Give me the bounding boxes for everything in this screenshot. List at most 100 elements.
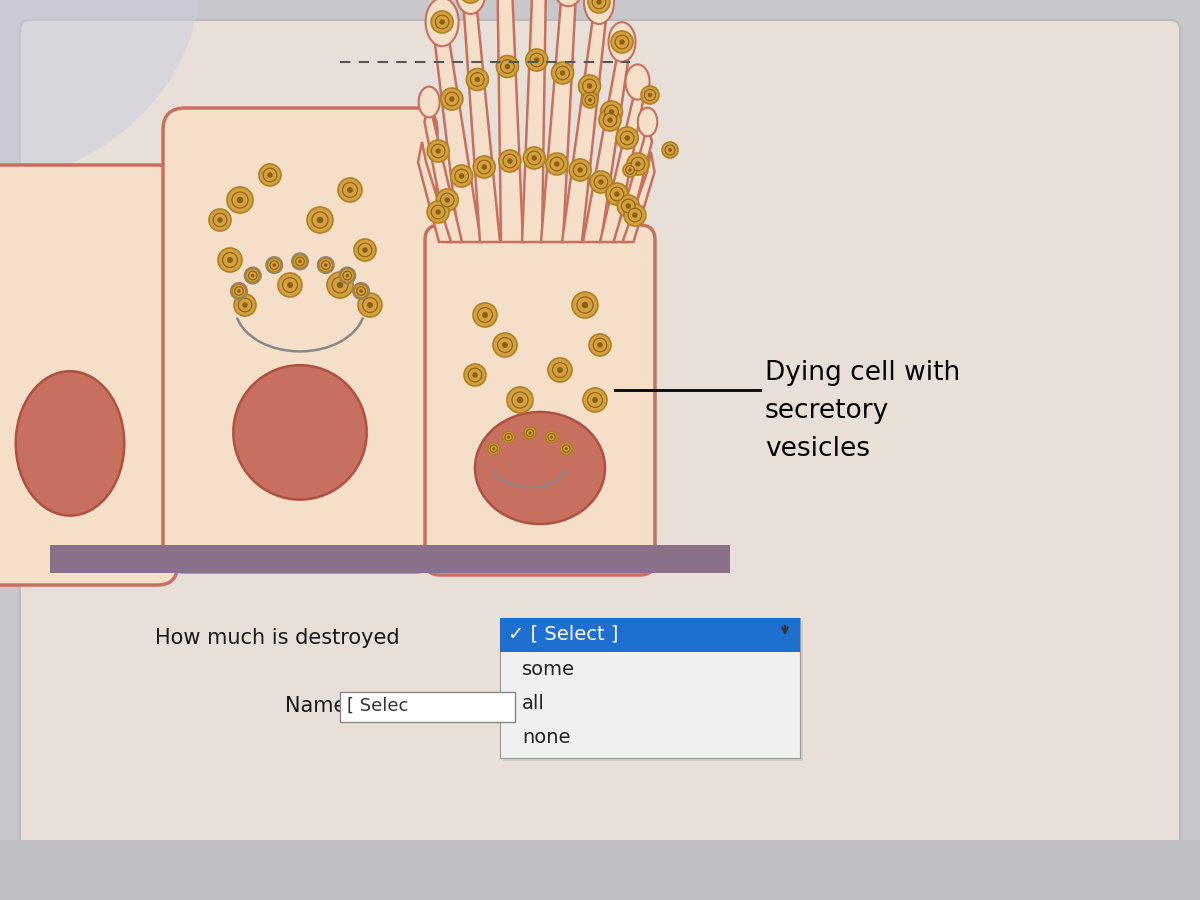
Circle shape (577, 167, 583, 173)
Circle shape (343, 271, 352, 280)
FancyBboxPatch shape (500, 618, 800, 652)
Circle shape (248, 271, 257, 280)
Circle shape (631, 158, 644, 171)
Circle shape (523, 147, 545, 169)
Circle shape (620, 131, 634, 145)
Circle shape (437, 189, 458, 211)
Ellipse shape (638, 108, 658, 136)
Circle shape (259, 164, 281, 186)
Circle shape (578, 75, 600, 97)
Circle shape (534, 58, 540, 63)
Circle shape (499, 150, 521, 172)
Circle shape (342, 183, 358, 197)
Circle shape (583, 388, 607, 412)
Text: How much is destroyed: How much is destroyed (155, 628, 400, 648)
Circle shape (427, 140, 449, 162)
Circle shape (596, 0, 601, 4)
Circle shape (587, 84, 593, 89)
Circle shape (287, 282, 293, 288)
Ellipse shape (233, 365, 367, 500)
Circle shape (492, 447, 496, 450)
Circle shape (552, 363, 568, 377)
Circle shape (588, 98, 592, 102)
Circle shape (436, 15, 449, 29)
Circle shape (473, 303, 497, 327)
Circle shape (569, 159, 592, 181)
Circle shape (604, 113, 617, 127)
Circle shape (505, 64, 510, 69)
Circle shape (246, 268, 259, 283)
Circle shape (312, 212, 328, 228)
Circle shape (263, 168, 277, 182)
Circle shape (546, 153, 568, 175)
Polygon shape (613, 122, 652, 242)
Circle shape (427, 201, 449, 223)
Circle shape (552, 62, 574, 84)
Circle shape (293, 255, 307, 268)
Circle shape (632, 212, 637, 218)
Circle shape (299, 259, 301, 263)
Polygon shape (522, 0, 546, 242)
Circle shape (498, 338, 512, 353)
Circle shape (358, 293, 382, 317)
Circle shape (436, 210, 440, 215)
Circle shape (473, 373, 478, 378)
Ellipse shape (625, 65, 649, 100)
Circle shape (594, 176, 608, 189)
Circle shape (367, 302, 373, 308)
Circle shape (481, 164, 487, 170)
Circle shape (505, 434, 512, 441)
Circle shape (599, 109, 622, 131)
Circle shape (550, 158, 564, 171)
Circle shape (527, 429, 534, 436)
Circle shape (468, 368, 482, 382)
Circle shape (508, 387, 533, 413)
Circle shape (625, 203, 631, 209)
Circle shape (565, 447, 568, 450)
Circle shape (593, 338, 607, 352)
FancyBboxPatch shape (163, 108, 437, 572)
Polygon shape (623, 152, 654, 242)
Circle shape (347, 187, 353, 193)
Ellipse shape (419, 86, 439, 117)
Ellipse shape (608, 22, 636, 62)
Text: [ Selec: [ Selec (347, 697, 408, 715)
Circle shape (497, 56, 518, 77)
Ellipse shape (475, 412, 605, 524)
Circle shape (268, 172, 272, 178)
Polygon shape (562, 2, 606, 242)
FancyBboxPatch shape (0, 165, 178, 585)
Circle shape (251, 274, 254, 277)
Circle shape (503, 154, 517, 167)
Circle shape (608, 109, 614, 114)
Circle shape (354, 284, 368, 298)
Circle shape (546, 431, 558, 443)
Circle shape (626, 153, 649, 175)
Text: Name:: Name: (286, 696, 353, 716)
Circle shape (624, 135, 630, 140)
Circle shape (619, 40, 625, 45)
Circle shape (217, 217, 223, 223)
Circle shape (607, 117, 613, 122)
Circle shape (440, 88, 463, 110)
Circle shape (218, 248, 242, 272)
Circle shape (451, 165, 473, 187)
Text: all: all (522, 694, 545, 713)
Circle shape (592, 0, 606, 9)
Circle shape (232, 192, 248, 208)
Circle shape (622, 199, 635, 212)
Circle shape (445, 92, 458, 106)
Circle shape (322, 261, 330, 269)
Circle shape (307, 207, 334, 233)
Circle shape (326, 272, 353, 298)
Circle shape (624, 204, 646, 226)
Circle shape (470, 73, 485, 86)
Circle shape (644, 89, 655, 101)
Circle shape (236, 197, 244, 203)
FancyBboxPatch shape (340, 692, 515, 722)
Circle shape (599, 179, 604, 184)
Bar (50, 545, 730, 573)
Circle shape (278, 273, 302, 297)
Circle shape (242, 302, 247, 308)
Circle shape (493, 333, 517, 357)
